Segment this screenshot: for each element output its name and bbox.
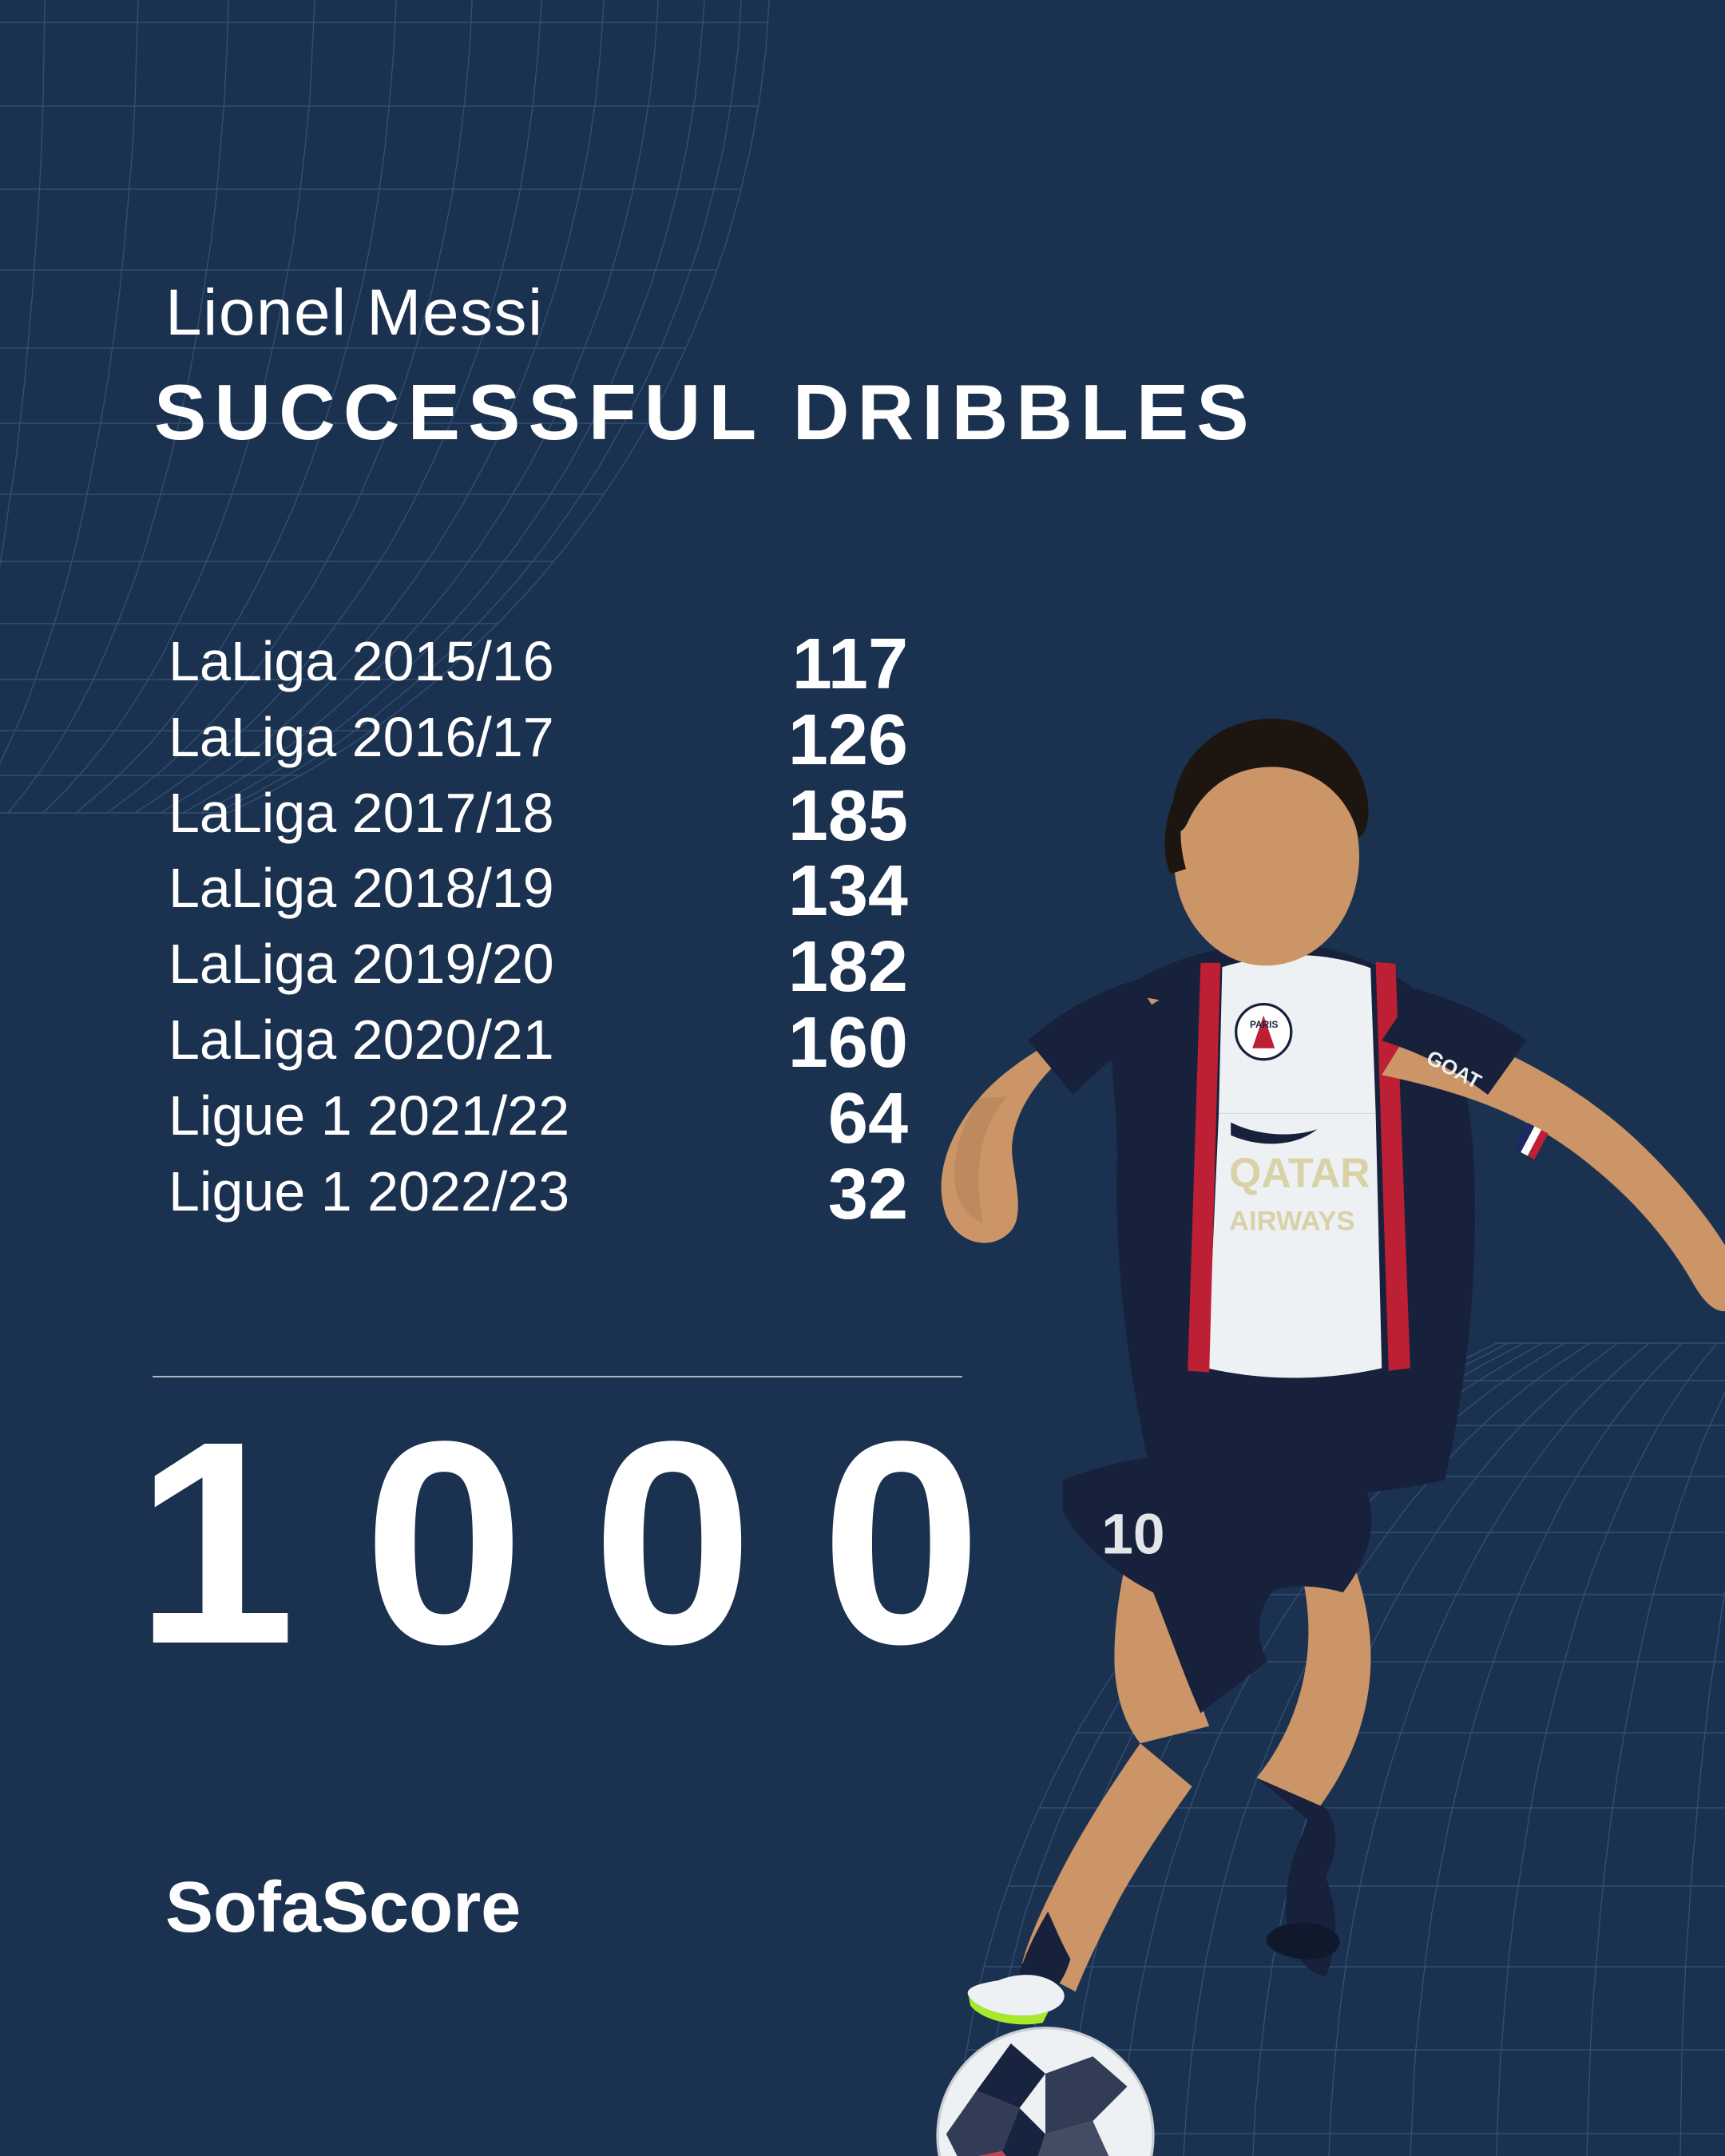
svg-text:PARIS: PARIS [1250,1019,1278,1030]
svg-text:10: 10 [1101,1503,1164,1567]
svg-text:AIRWAYS: AIRWAYS [1229,1207,1354,1237]
svg-text:QATAR: QATAR [1229,1150,1370,1196]
